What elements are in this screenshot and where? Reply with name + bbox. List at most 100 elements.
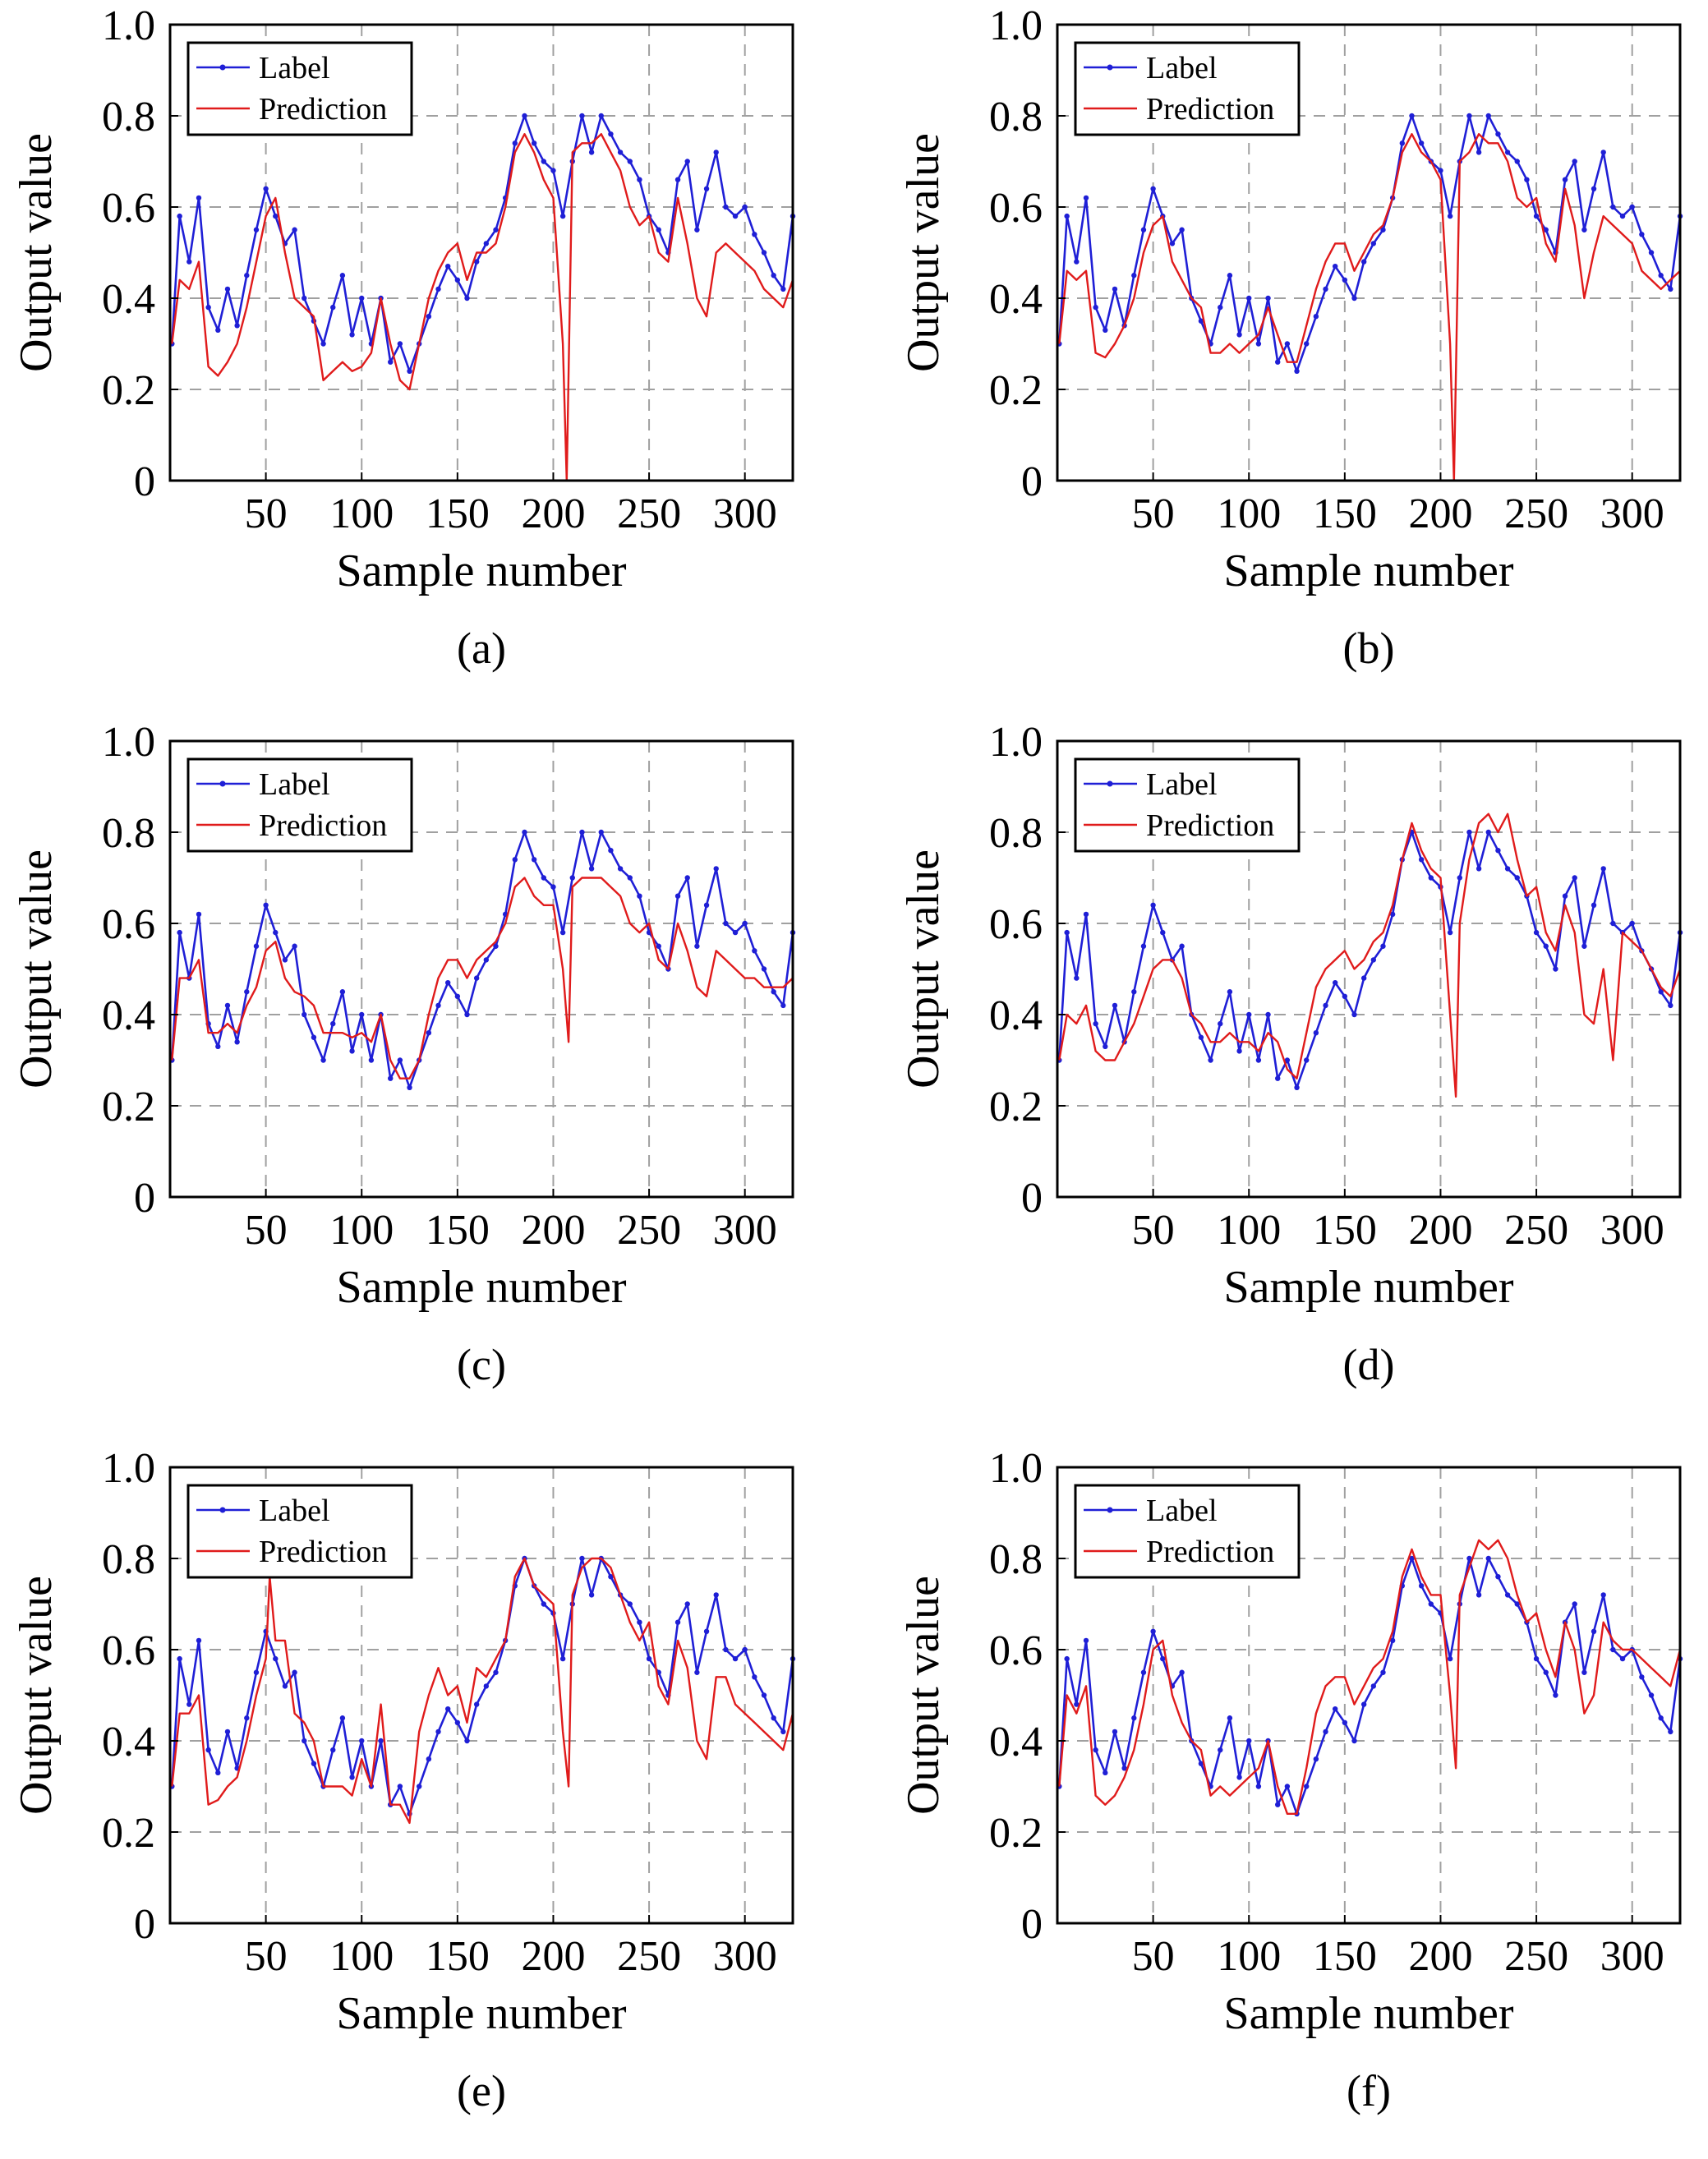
data-point-label — [397, 1057, 403, 1063]
y-tick-label: 0.2 — [102, 1810, 155, 1857]
y-tick-label: 0.6 — [989, 901, 1043, 948]
data-point-label — [292, 227, 297, 232]
x-tick-label: 50 — [245, 1933, 288, 1980]
y-tick-label: 0.4 — [102, 276, 155, 323]
data-point-label — [378, 1738, 384, 1744]
data-point-label — [330, 1747, 336, 1753]
legend-marker — [219, 64, 226, 71]
data-point-label — [703, 1628, 710, 1634]
y-axis-label: Output value — [11, 1576, 62, 1815]
data-point-label — [177, 213, 182, 219]
legend-label: Label — [259, 1494, 330, 1528]
x-tick-label: 100 — [329, 490, 394, 537]
data-point-label — [339, 989, 346, 995]
legend-box — [186, 757, 413, 853]
data-point-label — [273, 929, 279, 936]
data-point-label — [703, 902, 710, 908]
y-tick-label: 0 — [1021, 1901, 1043, 1948]
data-point-label — [349, 1048, 355, 1054]
data-point-label — [637, 177, 642, 182]
legend-box — [186, 1484, 413, 1579]
x-tick-label: 100 — [1217, 1933, 1281, 1980]
data-point-label — [1581, 943, 1587, 949]
data-point-label — [579, 1555, 585, 1562]
x-axis-label: Sample number — [336, 546, 626, 596]
data-point-label — [732, 929, 739, 936]
data-point-label — [627, 159, 633, 164]
x-tick-label: 250 — [617, 1933, 681, 1980]
data-point-label — [1131, 989, 1137, 995]
data-point-label — [1399, 140, 1406, 146]
data-point-label — [1284, 1784, 1291, 1789]
data-point-label — [1668, 286, 1673, 292]
data-point-label — [559, 1655, 566, 1662]
data-point-label — [1179, 1669, 1185, 1675]
data-point-label — [493, 943, 499, 949]
data-point-label — [454, 993, 461, 999]
data-point-label — [1668, 1002, 1673, 1009]
data-point-label — [1255, 1784, 1262, 1789]
chart-svg-c: 50 100 150 200 250 300 0 0.2 0.4 0.6 0.8 1.0 Sample … — [11, 719, 796, 1389]
data-point-label — [1064, 213, 1070, 219]
data-point-label — [598, 113, 604, 119]
x-tick-label: 200 — [1408, 1207, 1472, 1254]
grid — [170, 1467, 793, 1923]
legend: Label Prediction — [1074, 1484, 1301, 1579]
data-point-label — [1140, 227, 1147, 232]
data-point-label — [234, 1039, 240, 1045]
data-point-label — [215, 327, 221, 334]
data-point-label — [522, 113, 527, 119]
data-point-label — [761, 1692, 767, 1698]
data-point-label — [1648, 1692, 1655, 1698]
data-point-label — [435, 1729, 441, 1735]
data-point-label — [1275, 1075, 1281, 1081]
data-point-label — [1265, 295, 1271, 302]
x-tick-label: 200 — [521, 490, 585, 537]
plot-frame — [168, 739, 794, 1199]
data-point-label — [608, 131, 614, 137]
y-tick-label: 0 — [134, 1175, 155, 1222]
data-point-label — [1447, 1655, 1453, 1662]
legend: Label Prediction — [186, 1484, 413, 1579]
data-point-label — [1093, 304, 1098, 311]
y-tick-label: 0 — [134, 458, 155, 505]
chart-svg-e: 50 100 150 200 250 300 0 0.2 0.4 0.6 0.8 1.0 Sample … — [11, 1445, 796, 2115]
data-point-label — [1064, 929, 1070, 936]
data-point-label — [1476, 150, 1482, 155]
data-point-label — [684, 875, 690, 881]
data-point-label — [742, 920, 748, 927]
data-point-label — [302, 1011, 307, 1018]
data-point-label — [1313, 1030, 1319, 1036]
data-point-label — [368, 1057, 375, 1063]
legend-box — [186, 41, 413, 136]
data-point-label — [1514, 159, 1520, 164]
data-point-label — [1438, 168, 1443, 173]
data-point-label — [1227, 1715, 1233, 1721]
data-point-label — [531, 140, 537, 146]
series-line-label — [1058, 114, 1682, 373]
data-point-label — [1476, 1592, 1482, 1598]
y-tick-label: 0.4 — [989, 992, 1043, 1039]
data-point-label — [493, 227, 499, 232]
data-point-label — [694, 943, 700, 949]
x-tick-label: 150 — [426, 490, 490, 537]
data-point-label — [656, 943, 661, 949]
data-point-label — [1447, 213, 1453, 219]
data-point-label — [1342, 1719, 1348, 1725]
x-axis-label: Sample number — [1223, 1988, 1513, 2039]
legend-label: Prediction — [259, 92, 387, 127]
data-point-label — [771, 273, 776, 279]
data-point-label — [464, 1011, 470, 1018]
data-point-label — [244, 1715, 250, 1721]
data-point-label — [1533, 929, 1540, 936]
data-point-label — [1150, 902, 1156, 908]
legend-label: Prediction — [259, 1535, 387, 1569]
x-tick-label: 200 — [521, 1207, 585, 1254]
chart-panel-a: 50 100 150 200 250 300 0 0.2 0.4 0.6 0.8 1.0 Sample … — [0, 0, 822, 707]
data-point-label — [1380, 943, 1386, 949]
data-point-label — [311, 1034, 317, 1040]
plot-frame — [1056, 23, 1682, 482]
data-point-label — [407, 1084, 412, 1090]
data-point-label — [1466, 1555, 1472, 1562]
x-tick-label: 300 — [713, 1933, 777, 1980]
